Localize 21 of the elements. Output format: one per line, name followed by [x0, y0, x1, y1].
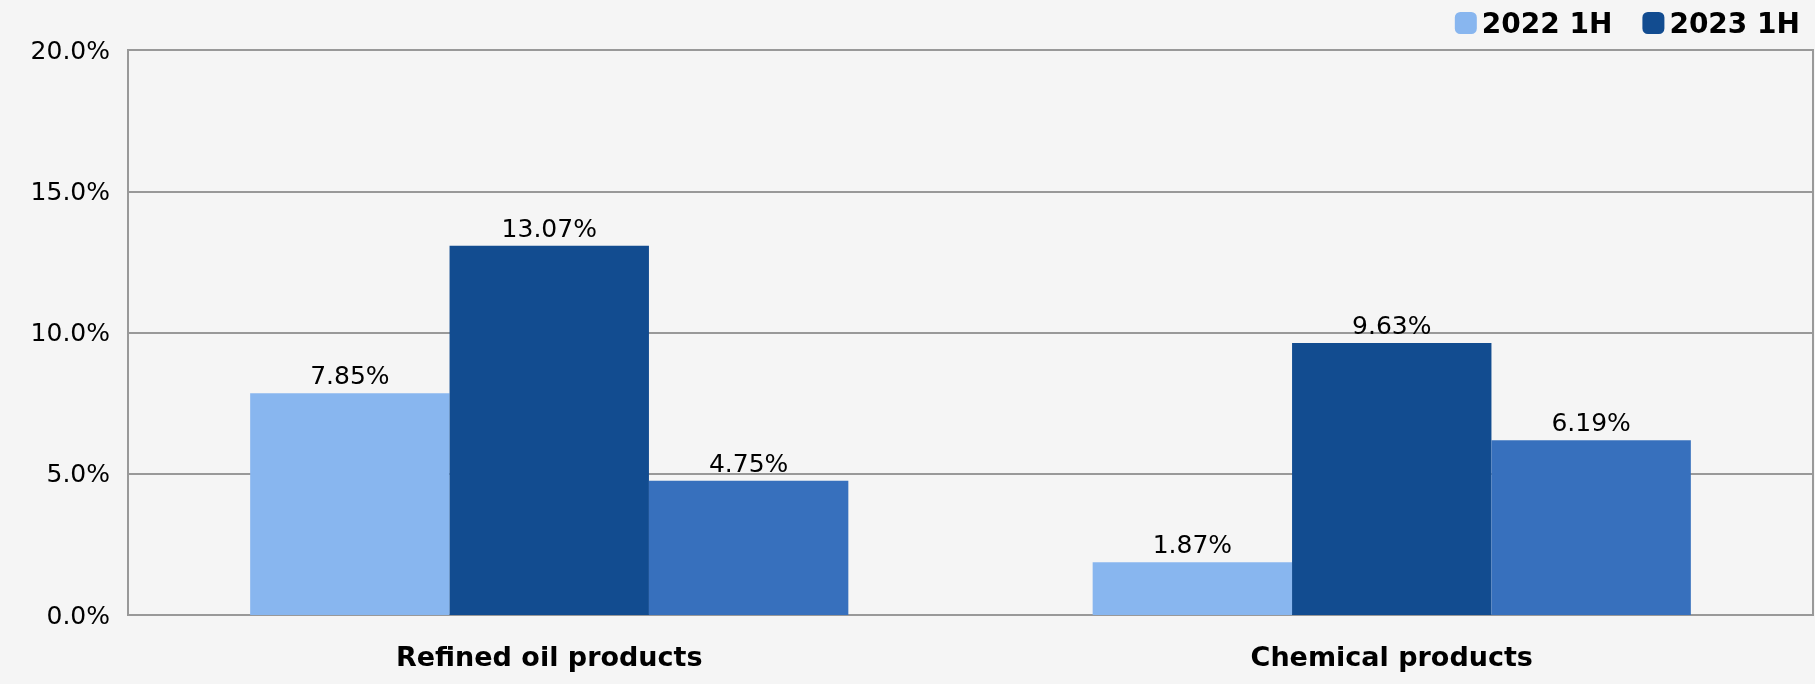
data-label: 4.75% [708, 448, 789, 478]
y-tick-label: 15.0% [30, 176, 110, 206]
legend-label: 2023 1H [1669, 6, 1800, 40]
bar [1092, 562, 1293, 615]
y-tick-label: 10.0% [30, 318, 110, 347]
bar [1491, 440, 1691, 615]
data-label: 7.85% [310, 361, 390, 391]
data-label: 13.07% [501, 213, 597, 243]
x-tick-label: Chemical products [1250, 641, 1533, 672]
data-label: 1.87% [1152, 530, 1233, 560]
bar [449, 245, 649, 615]
bar [648, 480, 849, 615]
y-tick-label: 0.0% [46, 600, 110, 630]
data-label: 9.63% [1352, 310, 1432, 340]
legend-label: 2022 1H [1481, 6, 1613, 40]
y-tick-label: 5.0% [46, 459, 110, 489]
x-tick-label: Refined oil products [395, 641, 703, 672]
data-label: 6.19% [1551, 408, 1631, 438]
bar [250, 393, 450, 615]
y-tick-label: 20.0% [30, 35, 110, 65]
bar [1292, 342, 1492, 615]
